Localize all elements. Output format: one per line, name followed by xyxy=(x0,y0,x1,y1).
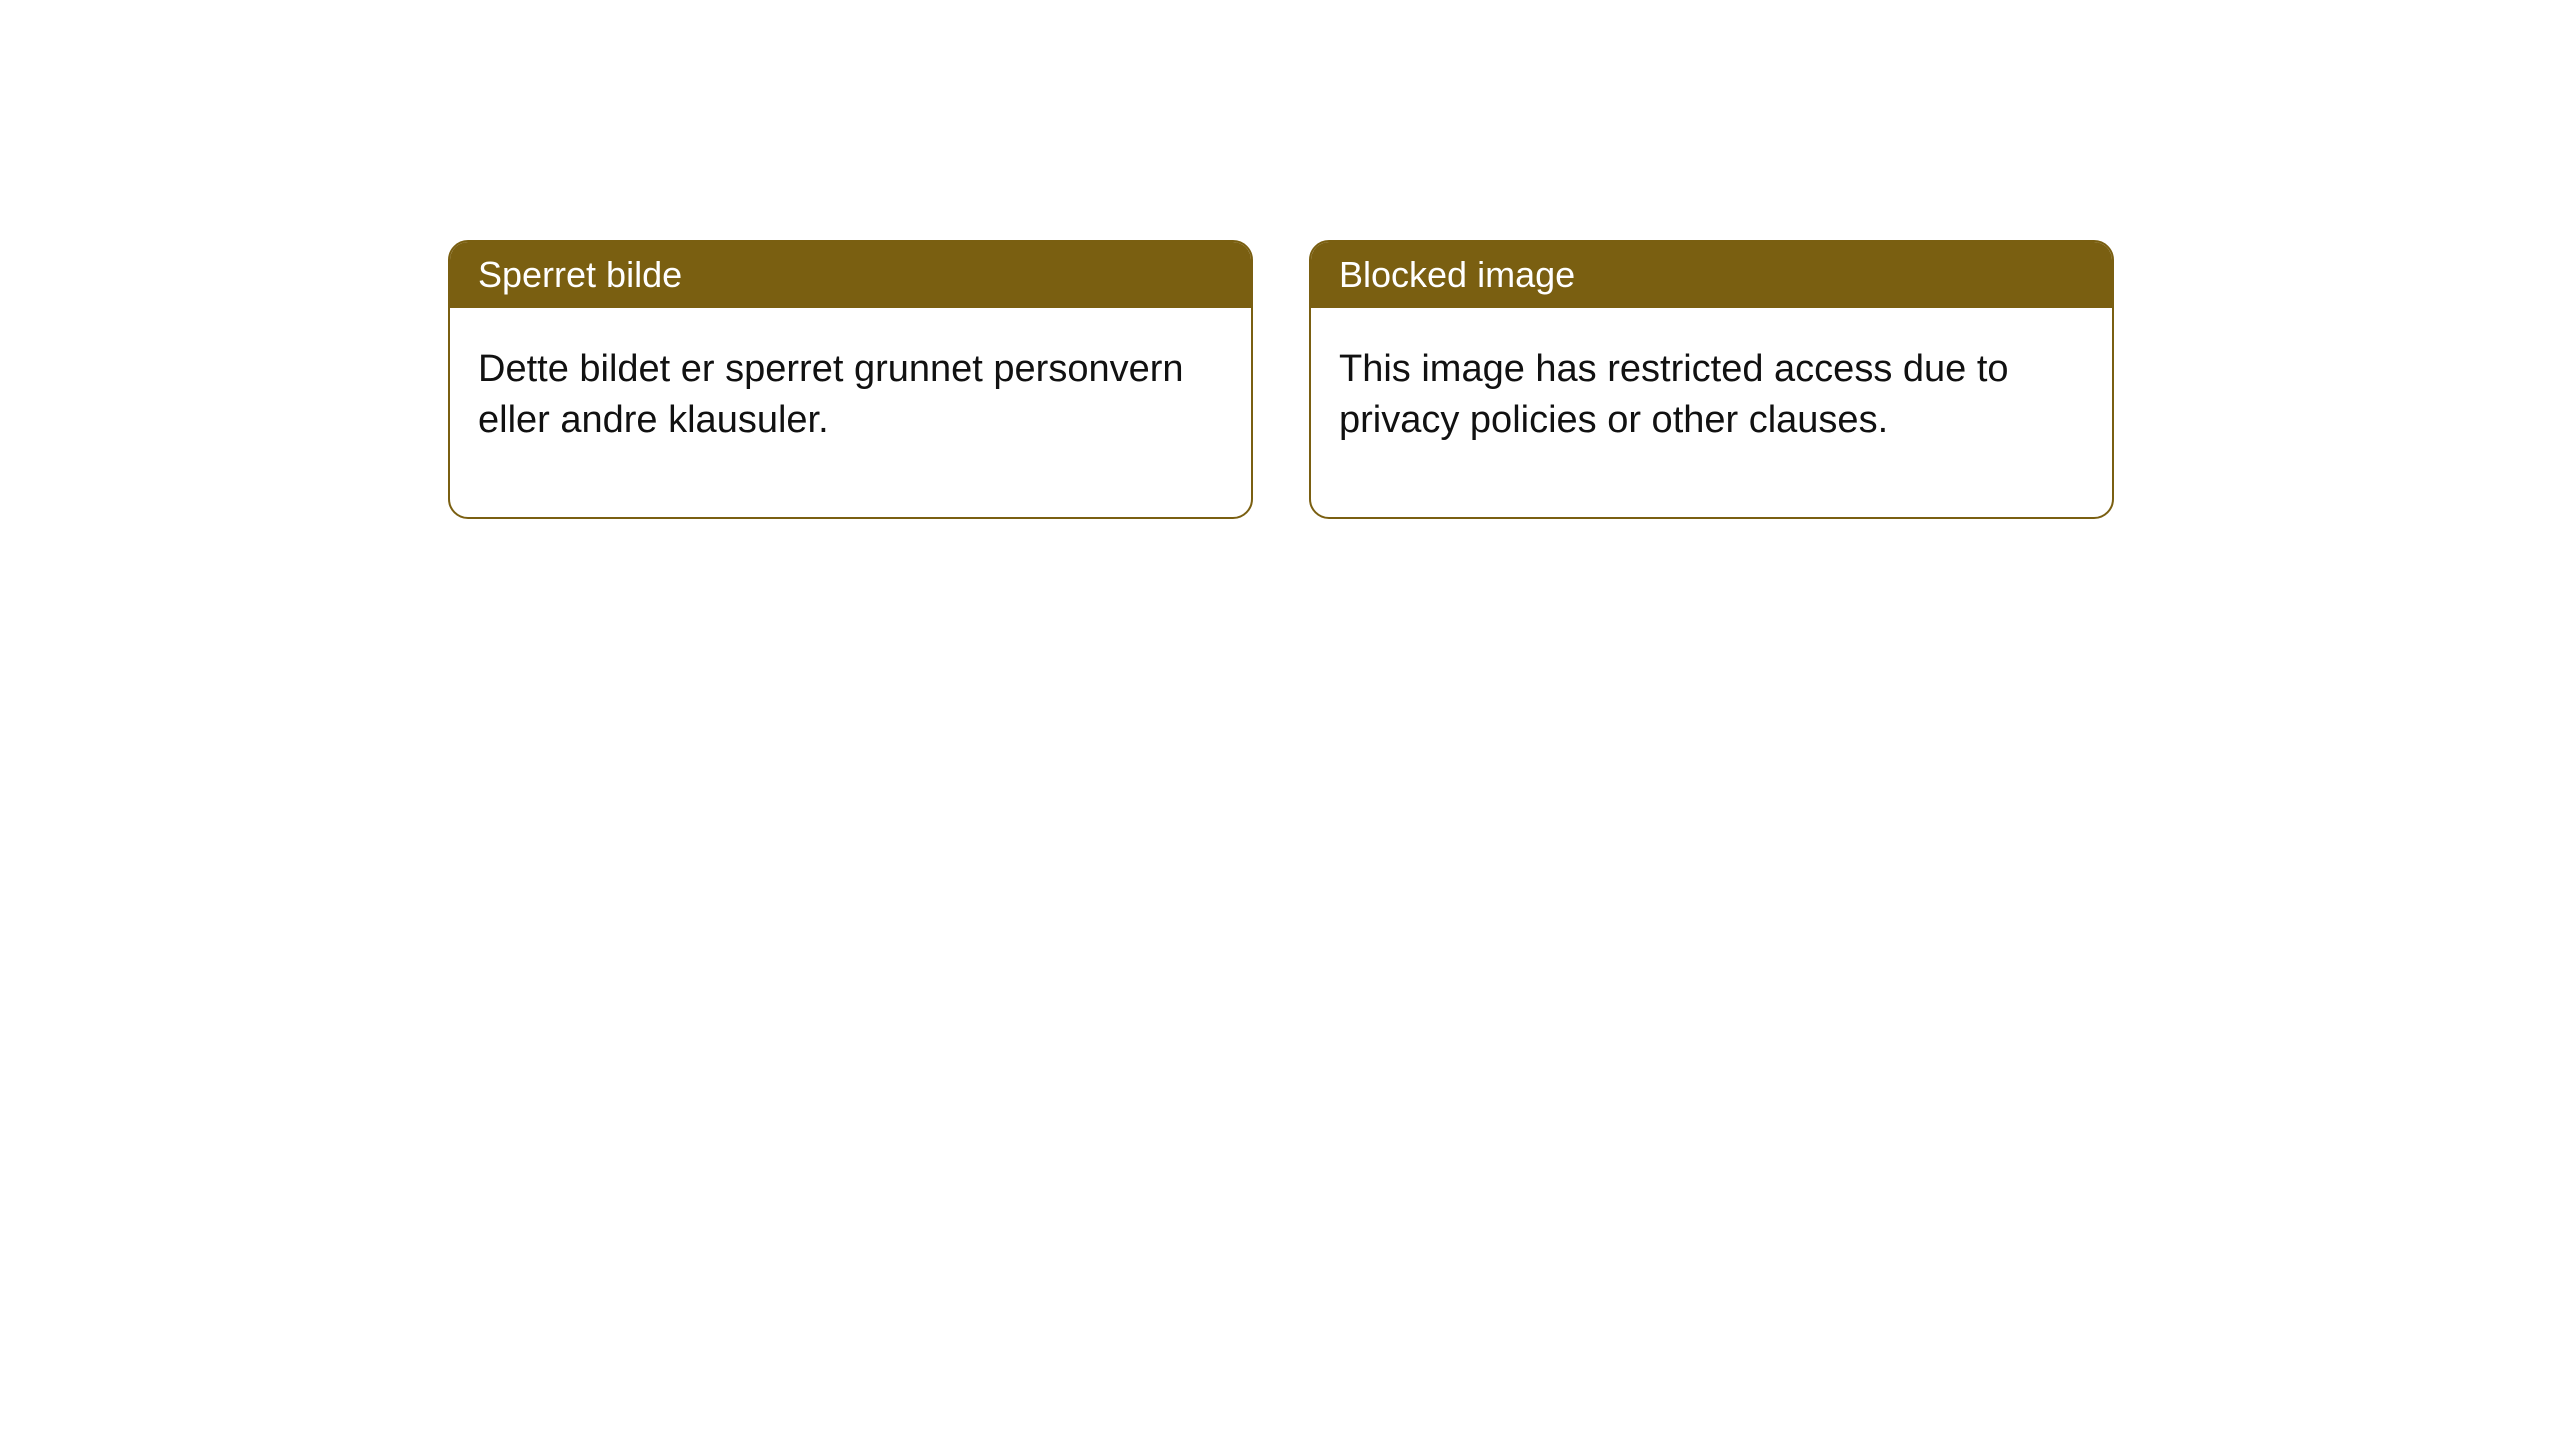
notice-cards-container: Sperret bilde Dette bildet er sperret gr… xyxy=(448,240,2114,519)
card-body-text: Dette bildet er sperret grunnet personve… xyxy=(450,308,1251,517)
card-header-title: Blocked image xyxy=(1311,242,2112,308)
notice-card-english: Blocked image This image has restricted … xyxy=(1309,240,2114,519)
card-body-text: This image has restricted access due to … xyxy=(1311,308,2112,517)
notice-card-norwegian: Sperret bilde Dette bildet er sperret gr… xyxy=(448,240,1253,519)
card-header-title: Sperret bilde xyxy=(450,242,1251,308)
